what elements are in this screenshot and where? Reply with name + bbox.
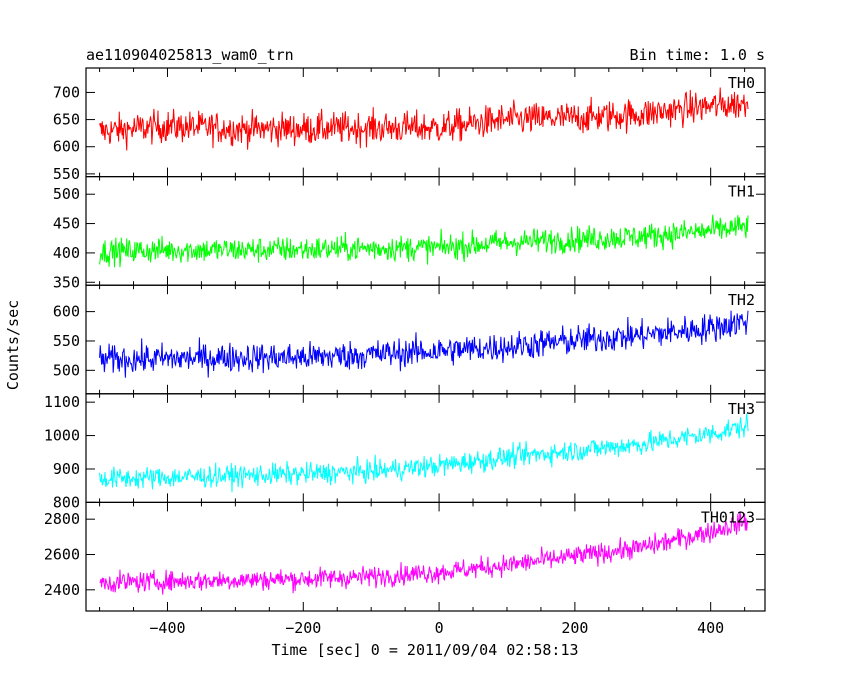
- series-label: TH0: [728, 74, 755, 92]
- panel-th0123: 2400 2600 2800 TH0123: [44, 501, 766, 612]
- panel-frame: [85, 501, 766, 612]
- series-label: TH1: [728, 183, 755, 201]
- panel-frame: [85, 67, 766, 178]
- series-line-th0: [99, 87, 749, 151]
- panel-th0: 550 600 650 700 TH0: [53, 67, 766, 183]
- y-tick-label: 450: [53, 215, 80, 233]
- y-tick-label: 600: [53, 138, 80, 156]
- y-tick-label: 400: [53, 244, 80, 262]
- series-label: TH0123: [701, 508, 755, 526]
- x-tick-label: 400: [697, 619, 724, 637]
- panel-th1: 350 400 450 500 TH1: [53, 176, 766, 291]
- y-tick-label: 700: [53, 83, 80, 101]
- y-tick-label: 2600: [44, 545, 80, 563]
- y-tick-label: 500: [53, 185, 80, 203]
- y-tick-label: 650: [53, 111, 80, 129]
- panel-frame: [85, 176, 766, 286]
- x-tick-label: 200: [561, 619, 588, 637]
- x-axis-label: Time [sec] 0 = 2011/09/04 02:58:13: [271, 641, 578, 659]
- panel-frame: [85, 284, 766, 395]
- series-line-th3: [99, 413, 749, 493]
- y-tick-label: 500: [53, 361, 80, 379]
- y-tick-label: 900: [53, 460, 80, 478]
- y-tick-label: 2800: [44, 510, 80, 528]
- panel-frame: [85, 393, 766, 503]
- x-tick-label: −200: [285, 619, 321, 637]
- series-label: TH3: [728, 400, 755, 418]
- series-label: TH2: [728, 291, 755, 309]
- chart-title: ae110904025813_wam0_trn: [86, 46, 294, 64]
- y-tick-label: 1000: [44, 427, 80, 445]
- y-tick-label: 600: [53, 303, 80, 321]
- x-tick-label: −400: [149, 619, 185, 637]
- bin-time-label: Bin time: 1.0 s: [630, 46, 765, 64]
- panel-th3: 800 900 1000 1100 TH3: [44, 393, 766, 511]
- y-tick-label: 550: [53, 165, 80, 183]
- y-tick-label: 800: [53, 493, 80, 511]
- panel-th2: 500 550 600 TH2: [53, 284, 766, 395]
- series-line-th1: [99, 214, 749, 268]
- panels: 550 600 650 700 TH0 350 400 450 500 TH1 500 550 600 T…: [44, 67, 766, 637]
- y-tick-label: 350: [53, 273, 80, 291]
- series-line-th0123: [99, 511, 749, 595]
- y-tick-label: 1100: [44, 393, 80, 411]
- y-tick-label: 2400: [44, 581, 80, 599]
- x-tick-label: 0: [435, 619, 444, 637]
- y-tick-label: 550: [53, 332, 80, 350]
- y-axis-label: Counts/sec: [4, 300, 22, 390]
- series-line-th2: [99, 310, 749, 378]
